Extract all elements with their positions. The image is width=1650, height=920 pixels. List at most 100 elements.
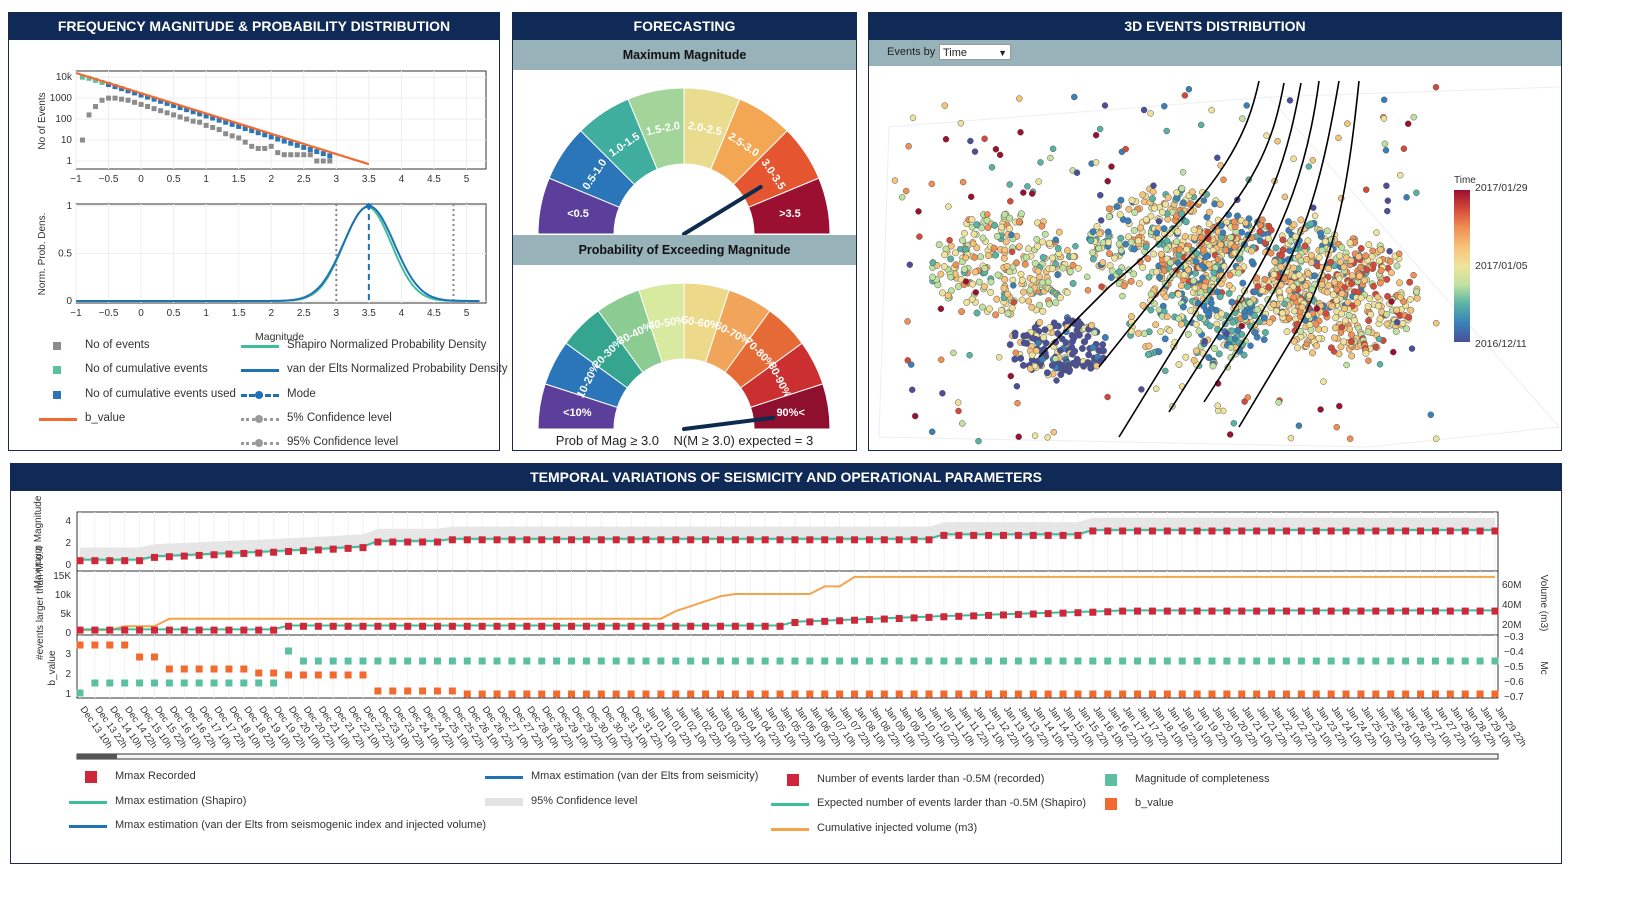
no-of-events-marker — [281, 152, 287, 158]
mmax-recorded-marker — [612, 536, 620, 544]
mmax-recorded-marker — [1029, 531, 1037, 539]
event-point — [1166, 229, 1174, 237]
mmax-recorded-marker — [1104, 527, 1112, 535]
legend-dot — [255, 414, 263, 423]
event-point — [1272, 244, 1280, 252]
mmax-recorded-marker — [553, 536, 561, 544]
event-point — [992, 251, 1000, 259]
mmax-recorded-marker — [806, 536, 814, 544]
event-point — [1047, 154, 1054, 162]
legend-swatch — [771, 828, 809, 831]
event-point — [891, 177, 899, 184]
event-point — [1201, 338, 1208, 345]
b-value-marker — [672, 690, 680, 698]
events-by-select[interactable]: Time ▼ — [939, 44, 1011, 60]
event-point — [1020, 189, 1027, 196]
event-point — [1070, 253, 1077, 261]
event-point — [1155, 306, 1163, 314]
event-point — [987, 288, 995, 296]
right-tick-label: −0.5 — [1504, 662, 1524, 673]
mmax-recorded-marker — [1372, 527, 1380, 535]
event-point — [1321, 238, 1329, 246]
event-point — [1030, 276, 1037, 284]
b-value-marker — [1208, 690, 1216, 698]
y-tick-label: 0.5 — [58, 249, 72, 260]
grid-line — [1268, 86, 1560, 98]
event-point — [1240, 351, 1248, 359]
event-point — [1052, 236, 1059, 243]
event-point — [1166, 327, 1173, 334]
event-point — [1432, 435, 1440, 443]
event-point — [1340, 338, 1348, 346]
event-point — [1111, 254, 1119, 262]
b-value-marker — [106, 641, 114, 649]
mc-marker — [359, 657, 367, 665]
event-point — [1099, 259, 1107, 266]
mc-marker — [448, 657, 456, 665]
b-value-marker — [136, 653, 144, 661]
mmax-recorded-marker — [642, 536, 650, 544]
b-value-marker — [433, 687, 441, 695]
events-recorded-marker — [642, 622, 650, 630]
event-point — [1115, 268, 1123, 276]
well-trajectory — [1168, 80, 1320, 413]
cumulative-events-marker — [255, 130, 261, 136]
legend-label: No of events — [85, 339, 150, 351]
mmax-recorded-marker — [1446, 527, 1454, 535]
mc-marker — [716, 657, 724, 665]
mmax-recorded-marker — [493, 536, 501, 544]
well-trajectory — [1098, 82, 1285, 368]
x-tick-label: 2.5 — [297, 174, 311, 185]
mmax-recorded-marker — [597, 536, 605, 544]
event-point — [1085, 351, 1093, 359]
event-point — [1207, 299, 1215, 307]
events-recorded-marker — [478, 622, 486, 630]
b-value-marker — [285, 671, 293, 679]
event-point — [970, 230, 978, 238]
right-tick-label: 40M — [1502, 600, 1521, 611]
events-recorded-marker — [1342, 607, 1350, 615]
event-point — [1128, 313, 1135, 320]
event-point — [1290, 155, 1297, 163]
event-point — [1234, 326, 1242, 334]
event-point — [1324, 265, 1332, 273]
event-point — [1192, 320, 1200, 328]
b-value-marker — [925, 690, 933, 698]
probability-title: Probability of Exceeding Magnitude — [513, 235, 856, 265]
mc-marker — [1223, 657, 1231, 665]
mc-marker — [553, 657, 561, 665]
event-point — [1304, 270, 1312, 278]
x-tick-label: 0.5 — [167, 308, 181, 319]
event-point — [1175, 290, 1183, 298]
mc-marker — [389, 657, 397, 665]
cumulative-events-marker — [203, 113, 209, 119]
event-point — [1182, 218, 1190, 226]
events-recorded-marker — [1044, 610, 1052, 618]
event-point — [1069, 261, 1077, 269]
event-point — [1058, 335, 1066, 343]
max-magnitude-gauge[interactable]: <0.50.5-1.01.0-1.51.5-2.0 2.0-2.52.5-3.03… — [513, 71, 856, 236]
cumulative-events-marker — [190, 109, 196, 115]
event-point — [1258, 287, 1266, 294]
event-point — [1066, 268, 1074, 276]
event-point — [1397, 171, 1404, 179]
no-of-events-marker — [138, 101, 144, 107]
event-point — [962, 246, 969, 253]
event-point — [1381, 140, 1389, 148]
events3d-panel: 3D EVENTS DISTRIBUTION Events by Time ▼ … — [868, 12, 1562, 451]
mmax-recorded-marker — [1134, 527, 1142, 535]
mc-marker — [821, 657, 829, 665]
gauge-needle — [682, 415, 776, 431]
frequency-charts[interactable]: −1 −0.5 0 0.5 1 1.5 2 2.5 3 3.5 4 4.5 510k1000100101… — [9, 41, 499, 341]
no-of-events-marker — [249, 143, 255, 149]
mmax-recorded-marker — [404, 538, 412, 546]
event-point — [1410, 113, 1417, 121]
cumulative-events-marker — [99, 79, 105, 85]
event-point — [1135, 280, 1143, 287]
event-point — [1374, 302, 1382, 310]
probability-gauge[interactable]: <10%10-20%20-30%30-40%40-50%50-60%60-70%… — [513, 266, 856, 431]
temporal-charts[interactable]: 4 2 0 Maximum Magnitude 15K 10k 5k 0 #events lar… — [11, 492, 1561, 792]
event-point — [1209, 362, 1217, 370]
mc-marker — [985, 657, 993, 665]
